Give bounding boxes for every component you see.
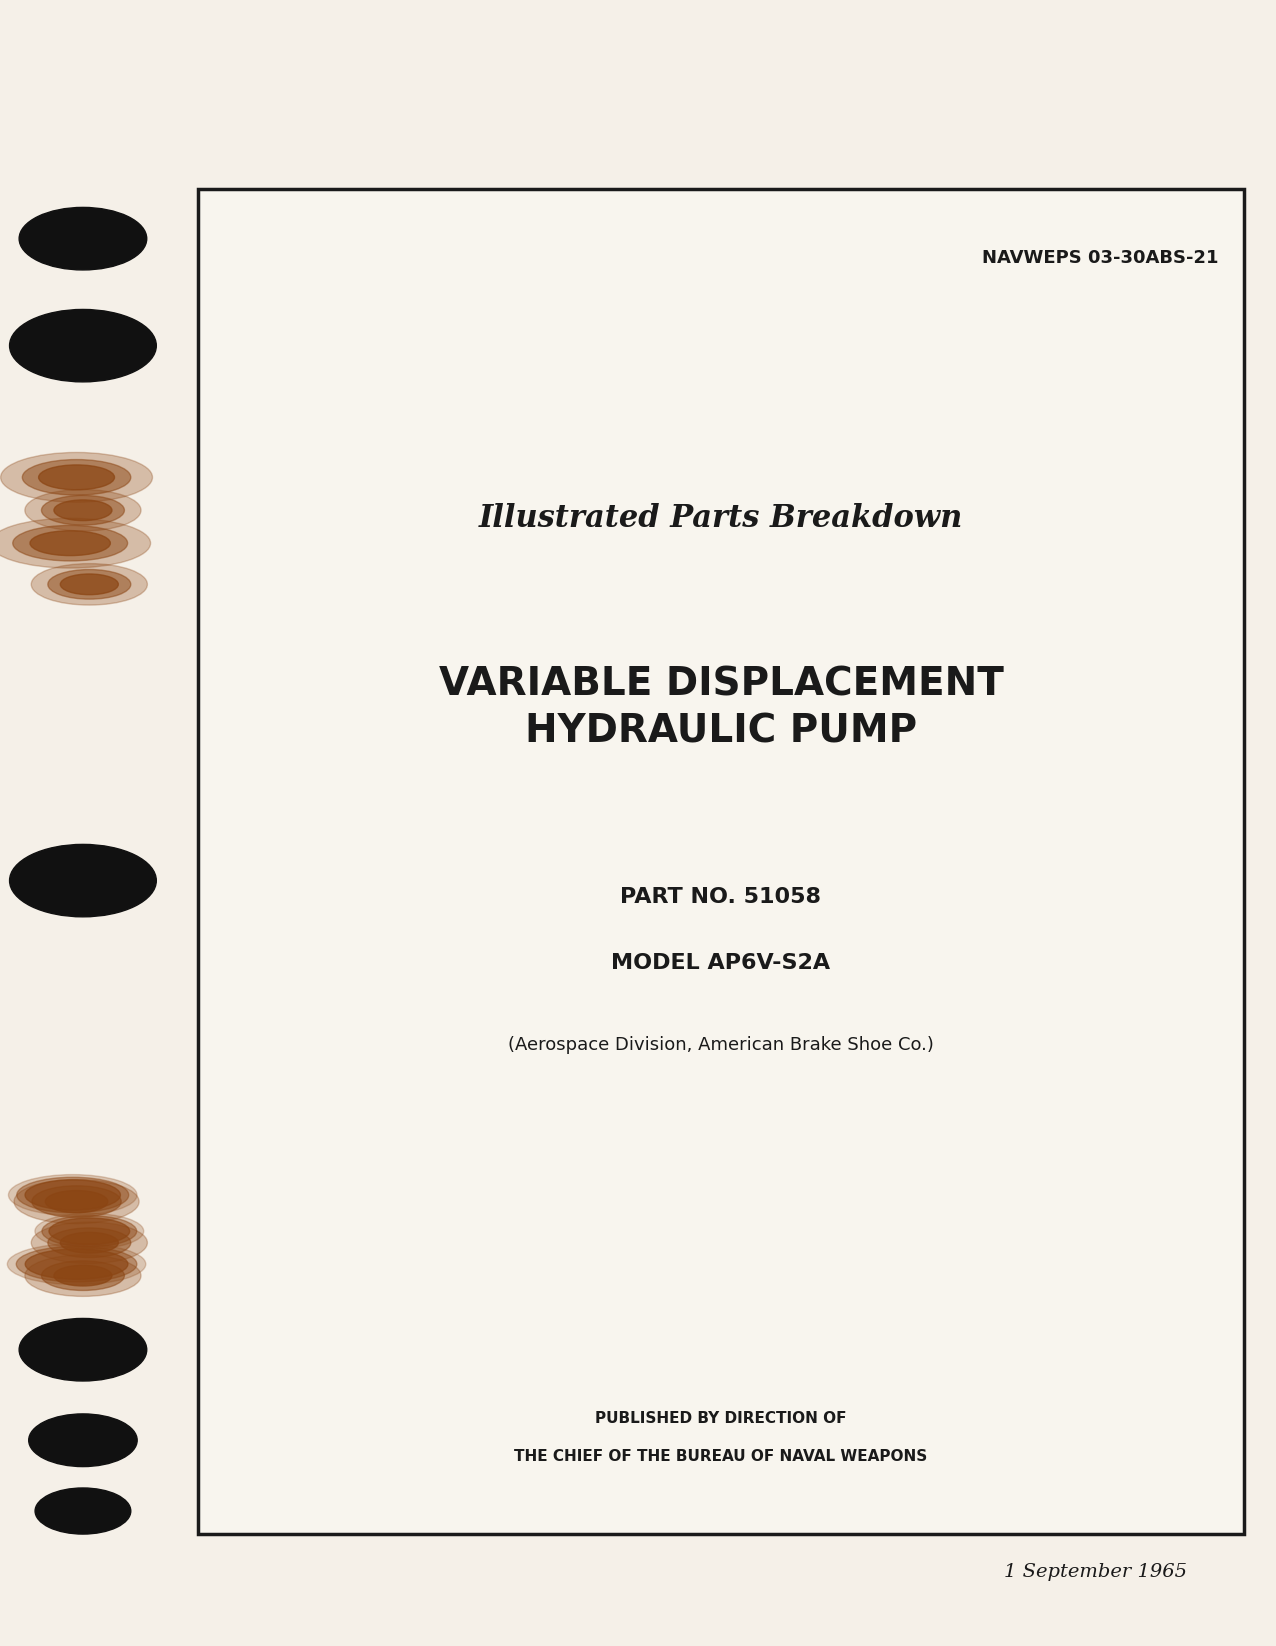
Ellipse shape	[28, 1414, 138, 1467]
Text: 1 September 1965: 1 September 1965	[1004, 1564, 1187, 1580]
Ellipse shape	[14, 1180, 139, 1223]
Ellipse shape	[41, 1261, 124, 1290]
Ellipse shape	[41, 495, 124, 525]
Ellipse shape	[1, 453, 153, 502]
Ellipse shape	[22, 459, 131, 495]
Ellipse shape	[31, 563, 148, 606]
Text: THE CHIEF OF THE BUREAU OF NAVAL WEAPONS: THE CHIEF OF THE BUREAU OF NAVAL WEAPONS	[514, 1448, 928, 1465]
Text: NAVWEPS 03-30ABS-21: NAVWEPS 03-30ABS-21	[983, 250, 1219, 267]
Bar	[198, 189, 1244, 1534]
Text: VARIABLE DISPLACEMENT
HYDRAULIC PUMP: VARIABLE DISPLACEMENT HYDRAULIC PUMP	[439, 665, 1003, 751]
Ellipse shape	[34, 1213, 144, 1249]
Text: MODEL AP6V-S2A: MODEL AP6V-S2A	[611, 953, 831, 973]
Ellipse shape	[54, 1266, 112, 1286]
Ellipse shape	[17, 1177, 129, 1213]
Ellipse shape	[38, 464, 115, 491]
Ellipse shape	[26, 1180, 120, 1210]
Ellipse shape	[0, 518, 151, 568]
Text: (Aerospace Division, American Brake Shoe Co.): (Aerospace Division, American Brake Shoe…	[508, 1037, 934, 1053]
Ellipse shape	[34, 1488, 130, 1534]
Text: PART NO. 51058: PART NO. 51058	[620, 887, 822, 907]
Ellipse shape	[24, 489, 140, 532]
Ellipse shape	[26, 1249, 128, 1279]
Ellipse shape	[48, 570, 131, 599]
Ellipse shape	[9, 844, 156, 917]
Ellipse shape	[19, 207, 147, 270]
Ellipse shape	[54, 500, 112, 520]
Ellipse shape	[19, 1318, 147, 1381]
Ellipse shape	[31, 1221, 148, 1264]
Ellipse shape	[8, 1244, 145, 1284]
Ellipse shape	[9, 1175, 137, 1215]
Ellipse shape	[48, 1228, 131, 1258]
Ellipse shape	[60, 574, 119, 594]
Ellipse shape	[13, 525, 128, 561]
Ellipse shape	[42, 1216, 137, 1246]
Text: PUBLISHED BY DIRECTION OF: PUBLISHED BY DIRECTION OF	[595, 1411, 847, 1427]
Ellipse shape	[60, 1233, 119, 1253]
Ellipse shape	[32, 1185, 121, 1218]
Ellipse shape	[9, 309, 156, 382]
Ellipse shape	[46, 1190, 107, 1213]
Ellipse shape	[17, 1246, 137, 1282]
Ellipse shape	[31, 530, 111, 556]
Ellipse shape	[48, 1218, 130, 1244]
Ellipse shape	[24, 1254, 140, 1297]
Text: Illustrated Parts Breakdown: Illustrated Parts Breakdown	[478, 504, 963, 533]
